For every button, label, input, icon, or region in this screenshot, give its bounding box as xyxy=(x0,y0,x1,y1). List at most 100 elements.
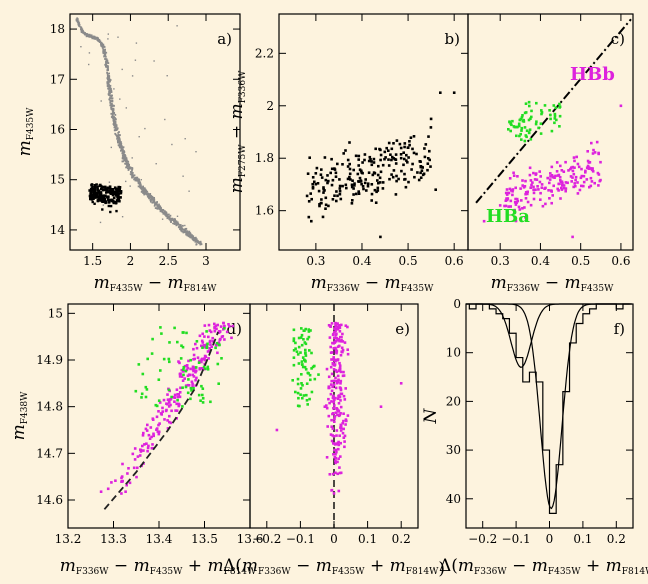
hba-star xyxy=(523,126,527,129)
hba-star xyxy=(170,395,173,399)
hb-star xyxy=(338,189,342,193)
hb-star xyxy=(357,158,360,161)
hba-star xyxy=(528,104,531,108)
hbb-star xyxy=(187,373,191,376)
hbb-star xyxy=(566,181,569,185)
hbb-star xyxy=(556,174,560,177)
hbb-star xyxy=(590,180,594,183)
hbb-star xyxy=(333,398,336,401)
rgb-star xyxy=(125,166,127,169)
y-tick-label: 15 xyxy=(50,173,65,187)
hb-star xyxy=(327,204,330,208)
rgb-star xyxy=(113,123,116,126)
panel-f: −0.2 −0.1 0 0.1 0.2 0 10 20 30 40 f) xyxy=(446,297,634,546)
panel-e-xlabel: Δ(mF336W − mF435W + mF814W) xyxy=(223,556,445,579)
hbb-star xyxy=(326,425,329,428)
panel-b: 0.3 0.4 0.5 0.6 1.6 1.8 2 2.2 b) xyxy=(255,13,469,268)
hba-star xyxy=(507,128,510,131)
rgb-star xyxy=(97,38,99,41)
hb-star xyxy=(321,215,325,219)
rgb-star xyxy=(103,54,106,57)
rgb-star xyxy=(110,104,113,107)
hba-star xyxy=(140,396,143,399)
hba-star xyxy=(520,138,523,141)
hbb-star xyxy=(331,363,335,366)
rgb-star xyxy=(105,61,107,64)
hbb-star xyxy=(191,385,194,388)
rgb-star xyxy=(186,230,188,233)
hb-star xyxy=(353,182,356,185)
hbb-star xyxy=(198,367,201,371)
hbb-star xyxy=(182,370,185,373)
hbb-star xyxy=(575,155,578,159)
hbb-star xyxy=(216,323,219,327)
hbb-star xyxy=(510,189,513,192)
rgb-star xyxy=(137,178,140,181)
rgb-star xyxy=(108,91,110,94)
hbb-star xyxy=(175,402,178,406)
hba-star xyxy=(296,377,300,381)
y-tick-label: 14.7 xyxy=(36,446,63,460)
hb-star xyxy=(116,198,119,202)
hbb-star xyxy=(564,160,567,164)
hb-star xyxy=(416,171,419,174)
hb-star xyxy=(429,165,432,168)
hba-star xyxy=(313,377,317,381)
rgb-star xyxy=(145,191,147,194)
hb-star xyxy=(98,184,101,188)
hbb-star xyxy=(336,358,339,362)
hb-star xyxy=(403,145,406,149)
rgb-star xyxy=(194,239,197,242)
field-star xyxy=(131,75,134,77)
hb-star xyxy=(410,168,413,171)
hbb-star xyxy=(333,417,336,421)
hbb-star xyxy=(511,193,514,197)
hb-star xyxy=(400,169,403,173)
hbb-star xyxy=(332,435,336,438)
hb-star xyxy=(394,162,398,165)
panel-b-xlabel: mF336W − mF435W xyxy=(311,273,434,294)
hb-star xyxy=(101,208,104,211)
hba-star xyxy=(306,337,309,341)
hb-star xyxy=(119,190,123,193)
hb-star xyxy=(93,184,97,187)
hbb-star xyxy=(193,369,196,372)
hbb-star xyxy=(524,191,528,194)
hbb-star xyxy=(329,324,332,328)
hbb-star xyxy=(585,178,589,181)
rgb-star xyxy=(115,129,118,131)
rgb-star xyxy=(112,117,115,120)
hbb-star xyxy=(214,324,218,328)
hb-star xyxy=(387,149,390,152)
field-star xyxy=(121,216,124,218)
rgb-star xyxy=(141,187,144,190)
hb-star xyxy=(102,195,105,199)
hbb-star xyxy=(334,321,337,325)
rgb-star xyxy=(125,161,128,164)
hba-star xyxy=(509,122,512,125)
hbb-star xyxy=(157,410,160,413)
panel-label: e) xyxy=(395,320,410,338)
hb-star xyxy=(101,198,104,201)
hbb-star xyxy=(120,475,124,478)
hbb-star xyxy=(209,330,213,334)
hba-star xyxy=(529,138,533,141)
hbb-star xyxy=(331,341,334,345)
hbb-star xyxy=(532,191,536,195)
hba-star xyxy=(308,397,311,401)
hb-star xyxy=(324,196,328,200)
hb-star xyxy=(335,199,338,203)
rgb-star xyxy=(143,187,146,190)
hb-star xyxy=(338,184,342,188)
hbb-star xyxy=(590,168,594,172)
hb-star xyxy=(423,155,427,159)
rgb-star xyxy=(96,36,98,39)
hbb-star xyxy=(518,208,522,211)
rgb-star xyxy=(149,196,152,198)
hbb-star xyxy=(328,473,332,476)
rgb-star xyxy=(131,169,133,172)
rgb-star xyxy=(193,238,195,241)
hbb-star xyxy=(512,174,516,177)
hb-star xyxy=(408,140,411,143)
hbb-star xyxy=(180,368,184,372)
